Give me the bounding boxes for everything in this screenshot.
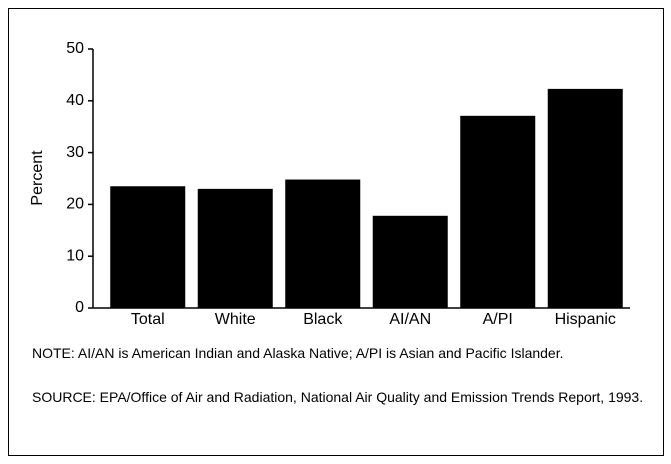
x-tick-label: AI/AN: [389, 311, 431, 328]
bar: [372, 215, 448, 308]
frame: [8, 8, 664, 456]
bar: [197, 188, 273, 308]
x-tick-label: A/PI: [483, 311, 513, 328]
y-tick-label: 20: [66, 196, 84, 213]
bar: [547, 88, 623, 308]
bar: [110, 186, 186, 308]
y-tick-label: 10: [66, 247, 84, 264]
x-tick-label: Hispanic: [555, 311, 616, 328]
note: NOTE: AI/AN is American Indian and Alask…: [32, 345, 564, 361]
y-tick-label: 50: [66, 40, 84, 57]
y-axis-label: Percent: [29, 150, 46, 206]
x-tick-label: Black: [303, 311, 343, 328]
bar: [460, 115, 536, 309]
x-tick-label: Total: [131, 311, 165, 328]
bar: [285, 179, 361, 308]
source: SOURCE: EPA/Office of Air and Radiation,…: [32, 389, 644, 405]
y-tick-label: 40: [66, 92, 84, 109]
y-tick-label: 0: [75, 299, 84, 316]
x-tick-label: White: [215, 311, 256, 328]
y-tick-label: 30: [66, 144, 84, 161]
